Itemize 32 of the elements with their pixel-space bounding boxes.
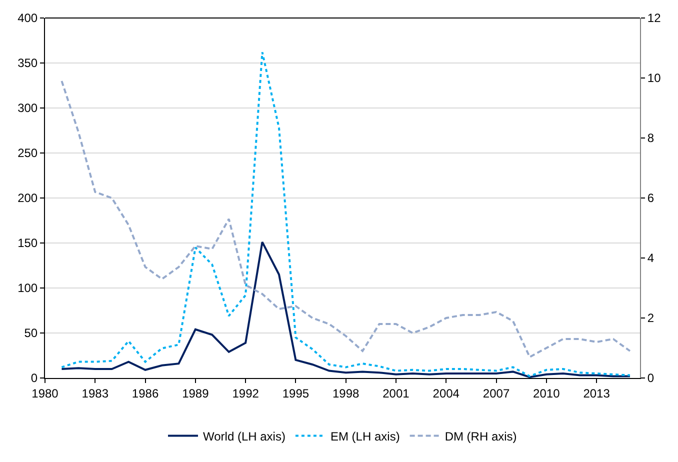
x-tick-label: 2004 (432, 386, 460, 400)
x-tick-label: 1992 (232, 386, 260, 400)
y2-tick-label: 8 (647, 131, 654, 146)
legend-label: EM (LH axis) (330, 429, 400, 444)
y-tick-label: 50 (24, 326, 38, 340)
x-tick-label: 1998 (332, 386, 360, 400)
x-tick-label: 1995 (282, 386, 310, 400)
x-tick-label: 2013 (583, 386, 610, 400)
x-tick-label: 1989 (182, 386, 210, 400)
y-tick-label: 200 (18, 191, 38, 206)
y-tick-label: 250 (18, 146, 38, 160)
x-tick-label: 1983 (82, 386, 109, 400)
line-series (60, 241, 631, 378)
y2-tick-label: 2 (647, 311, 654, 326)
x-tick-label: 1986 (132, 386, 159, 400)
x-tick-label: 1980 (32, 386, 59, 400)
x-tick-label: 2001 (382, 386, 410, 400)
x-tick-label: 2010 (533, 386, 560, 400)
y-tick-label: 150 (18, 236, 38, 250)
y2-tick-label: 12 (647, 11, 662, 26)
x-tick-label: 2007 (482, 386, 510, 400)
legend-label: DM (RH axis) (444, 429, 517, 444)
legend-label: World (LH axis) (203, 429, 286, 444)
y-tick-label: 100 (18, 281, 38, 296)
y-tick-label: 0 (30, 371, 38, 386)
y-tick-label: 400 (18, 11, 38, 26)
y2-tick-label: 10 (647, 71, 662, 86)
y2-tick-label: 6 (647, 191, 654, 206)
y-tick-label: 350 (18, 56, 38, 70)
y-tick-label: 300 (18, 101, 38, 116)
y2-tick-label: 4 (647, 251, 654, 266)
y2-tick-label: 0 (647, 371, 654, 386)
